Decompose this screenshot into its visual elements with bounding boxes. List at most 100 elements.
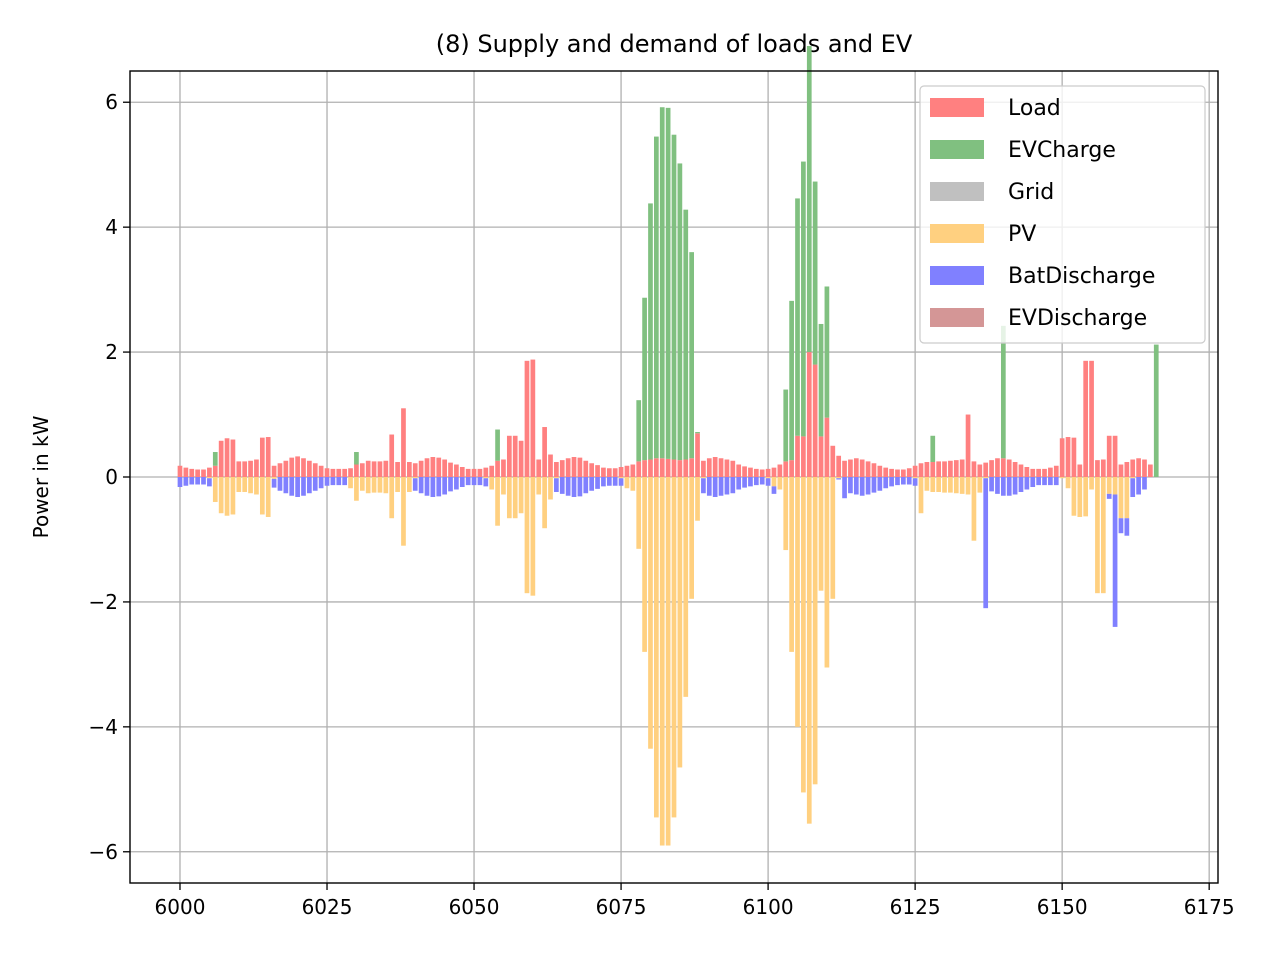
bar-batdischarge	[471, 477, 477, 486]
bar-pv	[765, 477, 771, 479]
bar-evcharge	[212, 452, 218, 466]
bar-load	[971, 461, 977, 477]
bar-pv	[412, 477, 418, 479]
bar-load	[865, 461, 871, 477]
bar-load	[389, 434, 395, 477]
bar-batdischarge	[771, 486, 777, 494]
bar-load	[1030, 468, 1036, 477]
bar-load	[483, 467, 489, 477]
x-tick-label: 6025	[302, 895, 353, 919]
bar-batdischarge	[342, 477, 348, 486]
bars	[177, 46, 1159, 846]
bar-load	[601, 467, 606, 477]
bar-load	[759, 469, 765, 477]
bar-evcharge	[671, 134, 677, 460]
bar-pv	[654, 477, 659, 818]
bar-load	[1112, 435, 1118, 477]
bar-pv	[918, 477, 924, 514]
bar-batdischarge	[995, 477, 1000, 494]
bar-load	[465, 468, 471, 477]
bar-batdischarge	[459, 477, 465, 487]
bar-pv	[812, 477, 818, 785]
bar-load	[906, 468, 912, 477]
bar-load	[177, 465, 183, 477]
bar-load	[189, 468, 195, 477]
bar-pv	[518, 477, 524, 514]
bar-load	[565, 458, 571, 477]
bar-evcharge	[665, 107, 671, 459]
bar-batdischarge	[1000, 477, 1006, 496]
bar-load	[342, 468, 348, 477]
bar-batdischarge	[195, 477, 200, 485]
legend-swatch-pv	[930, 224, 984, 243]
bar-pv	[624, 477, 630, 489]
bar-evcharge	[495, 429, 500, 461]
bar-load	[301, 458, 306, 477]
bar-batdischarge	[283, 477, 289, 494]
bar-evcharge	[636, 400, 642, 462]
bar-evcharge	[659, 107, 665, 459]
bar-batdischarge	[271, 478, 277, 488]
bar-batdischarge	[483, 478, 489, 487]
bar-load	[542, 427, 547, 477]
bar-pv	[371, 477, 377, 493]
bar-load	[753, 468, 759, 477]
bar-evcharge	[642, 297, 647, 461]
bar-batdischarge	[595, 477, 600, 489]
bar-load	[330, 468, 336, 477]
bar-pv	[265, 477, 271, 517]
bar-load	[307, 460, 312, 477]
bar-load	[736, 464, 742, 477]
bar-batdischarge	[183, 477, 189, 486]
bar-load	[506, 435, 512, 477]
bar-load	[489, 465, 495, 477]
bar-load	[936, 461, 942, 477]
bar-batdischarge	[454, 477, 459, 490]
bar-batdischarge	[207, 478, 212, 487]
bar-load	[1012, 462, 1018, 477]
bar-batdischarge	[1136, 477, 1141, 495]
bar-batdischarge	[1053, 477, 1059, 486]
bar-load	[312, 463, 318, 477]
bar-evcharge	[789, 300, 794, 461]
bar-pv	[983, 477, 989, 479]
bar-pv	[824, 477, 830, 668]
bar-batdischarge	[712, 477, 718, 497]
legend: Load EVCharge Grid PV BatDischarge EVDischarg…	[919, 85, 1206, 344]
bar-pv	[406, 477, 412, 492]
bar-load	[236, 461, 242, 477]
bar-batdischarge	[289, 477, 295, 496]
bar-pv	[959, 477, 965, 494]
bar-pv	[271, 477, 277, 479]
bar-batdischarge	[565, 477, 571, 496]
bar-batdischarge	[601, 477, 606, 487]
bar-batdischarge	[877, 477, 883, 491]
bar-pv	[836, 477, 842, 479]
x-tick-label: 6150	[1037, 895, 1088, 919]
bar-batdischarge	[571, 477, 577, 497]
x-tick-label: 6125	[890, 895, 941, 919]
bar-load	[1106, 435, 1112, 477]
bar-load	[495, 460, 500, 477]
legend-swatch-evdischarge	[930, 308, 984, 327]
bar-batdischarge	[895, 477, 900, 486]
bar-pv	[483, 477, 489, 479]
bar-load	[1095, 460, 1100, 477]
y-tick-label: −6	[89, 840, 118, 864]
legend-swatch-grid	[930, 182, 984, 201]
bar-load	[477, 468, 483, 477]
bar-batdischarge	[901, 477, 906, 485]
bar-batdischarge	[465, 477, 471, 486]
bar-load	[259, 437, 265, 477]
bar-batdischarge	[748, 477, 753, 487]
bar-batdischarge	[1042, 477, 1047, 486]
bar-batdischarge	[177, 477, 183, 487]
bar-pv	[501, 477, 506, 495]
bar-pv	[671, 477, 677, 818]
bar-load	[1036, 468, 1041, 477]
bar-load	[283, 460, 289, 477]
bar-load	[1118, 464, 1124, 477]
bar-load	[371, 461, 377, 477]
bar-load	[859, 459, 865, 477]
y-tick-label: 6	[105, 90, 118, 114]
